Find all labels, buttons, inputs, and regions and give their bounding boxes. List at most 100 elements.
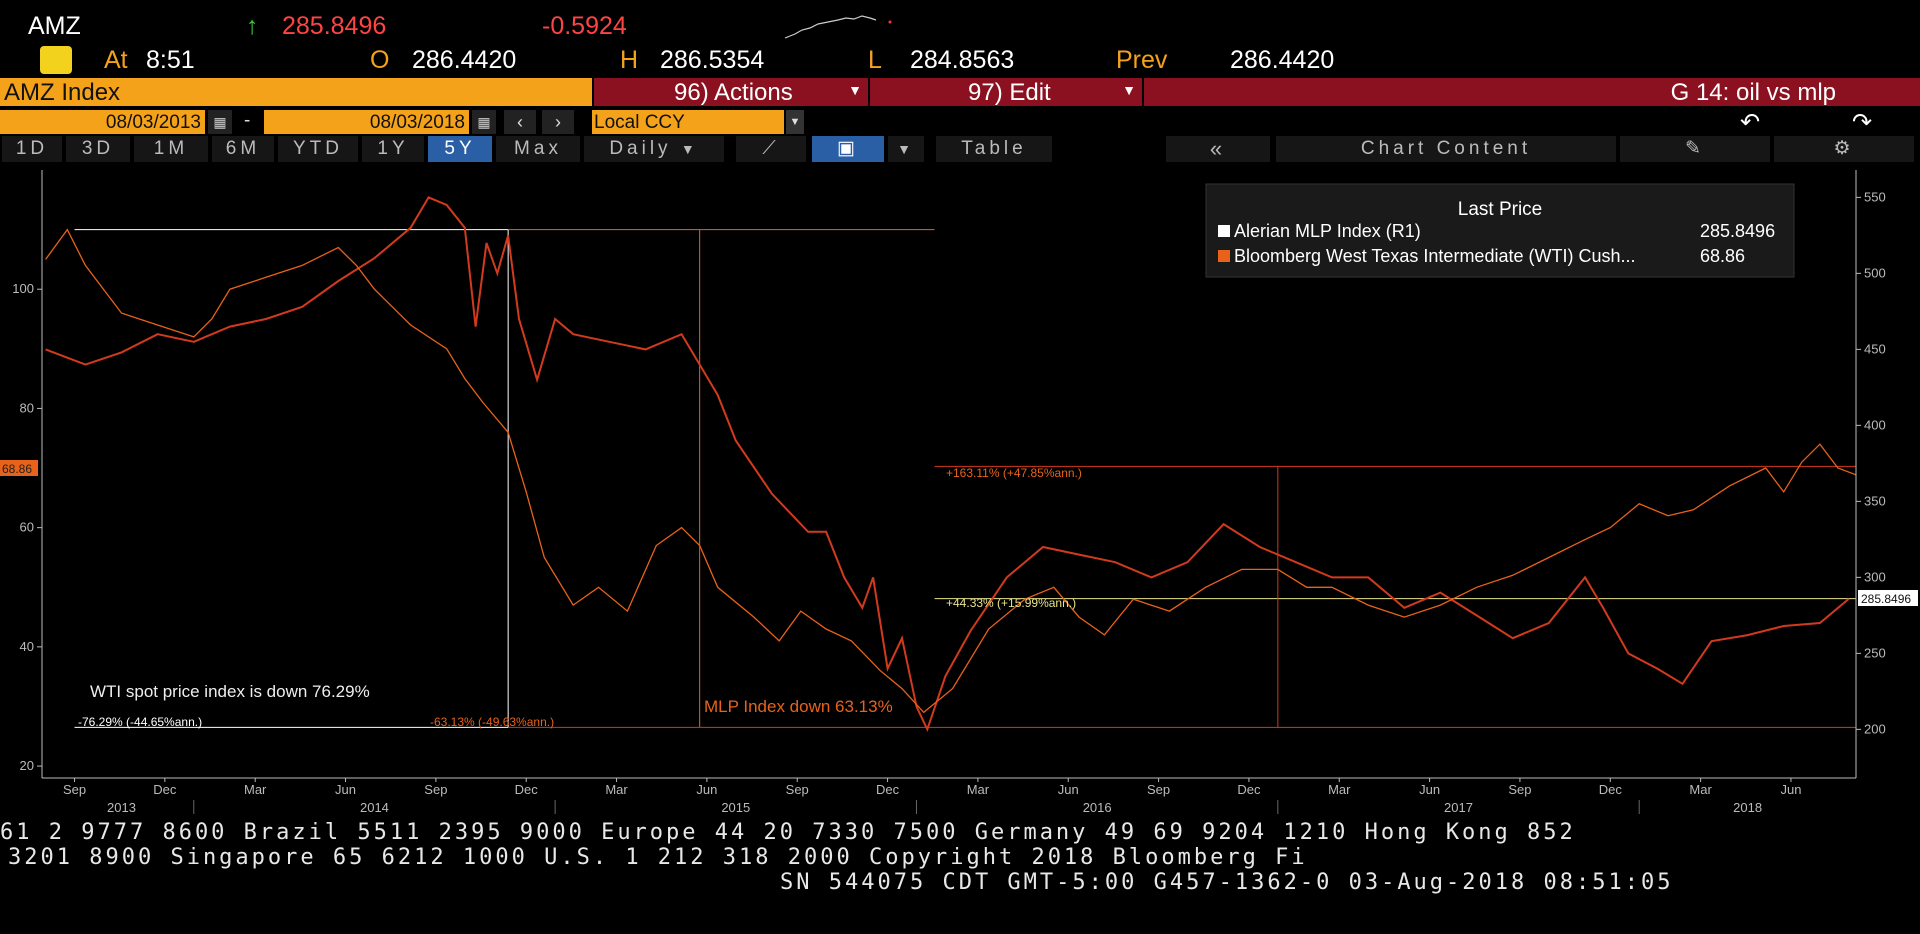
- chevron-down-icon[interactable]: ▼: [786, 110, 804, 134]
- chart-name: G 14: oil vs mlp: [1670, 79, 1836, 106]
- up-arrow-icon: ↑: [246, 12, 259, 40]
- frequency-select[interactable]: Daily ▼: [584, 136, 724, 162]
- collapse-icon[interactable]: «: [1166, 136, 1270, 162]
- period-tab-1y[interactable]: 1Y: [362, 136, 424, 162]
- edit-label: 97) Edit: [968, 79, 1051, 106]
- x-month-label: Sep: [1147, 782, 1170, 797]
- period-tab-6m[interactable]: 6M: [212, 136, 274, 162]
- chevron-down-icon[interactable]: ▼: [888, 136, 924, 162]
- start-date-field[interactable]: 08/03/2013: [0, 110, 205, 134]
- x-month-label: Dec: [876, 782, 900, 797]
- x-month-label: Mar: [1328, 782, 1351, 797]
- redo-icon[interactable]: ↷: [1852, 109, 1873, 136]
- x-month-label: Jun: [696, 782, 717, 797]
- high-value: 286.5354: [660, 46, 765, 74]
- footer-line-3: SN 544075 CDT GMT-5:00 G457-1362-0 03-Au…: [780, 870, 1674, 895]
- gear-icon[interactable]: ⚙: [1774, 136, 1914, 162]
- legend-swatch-wti: [1218, 250, 1230, 262]
- chevron-down-icon: ▼: [848, 82, 862, 98]
- x-year-label: 2016: [1083, 800, 1112, 814]
- x-month-label: Dec: [153, 782, 177, 797]
- legend-value-mlp: 285.8496: [1700, 221, 1775, 241]
- legend-entry-mlp: Alerian MLP Index (R1): [1234, 221, 1421, 241]
- x-month-label: Jun: [1058, 782, 1079, 797]
- chart-area[interactable]: 20 40 60 80 100 200 250 300 350 400 450 500 550 Sep De…: [0, 164, 1920, 814]
- x-month-label: Dec: [1237, 782, 1261, 797]
- table-label: Table: [961, 138, 1027, 159]
- period-tab-1m[interactable]: 1M: [134, 136, 208, 162]
- right-tick-label: 250: [1864, 645, 1886, 660]
- wti-pct-label: -76.29% (-44.65%ann.): [78, 715, 202, 729]
- left-tick-label: 20: [20, 758, 34, 773]
- x-year-label: 2017: [1444, 800, 1473, 814]
- right-tick-label: 300: [1864, 569, 1886, 584]
- left-tick-label: 40: [20, 639, 34, 654]
- next-period-button[interactable]: ›: [542, 110, 574, 134]
- speedometer-icon[interactable]: [40, 46, 72, 74]
- legend-entry-wti: Bloomberg West Texas Intermediate (WTI) …: [1234, 246, 1635, 266]
- x-month-label: Sep: [786, 782, 809, 797]
- x-month-label: Dec: [1599, 782, 1623, 797]
- x-year-label: 2018: [1733, 800, 1762, 814]
- line-chart-icon[interactable]: ⟋: [736, 136, 806, 162]
- left-tick-label: 60: [20, 520, 34, 535]
- right-tick-label: 400: [1864, 417, 1886, 432]
- actions-menu[interactable]: 96) Actions ▼: [594, 78, 868, 106]
- security-name: AMZ Index: [4, 79, 121, 106]
- chevron-down-icon: ▼: [1122, 82, 1136, 98]
- legend-value-wti: 68.86: [1700, 246, 1745, 266]
- wti-last-value: 68.86: [2, 462, 32, 476]
- ticker-symbol: AMZ: [28, 12, 81, 40]
- currency-select[interactable]: Local CCY: [592, 110, 784, 134]
- x-month-label: Mar: [244, 782, 267, 797]
- security-field[interactable]: AMZ Index: [0, 78, 592, 106]
- x-month-label: Mar: [1689, 782, 1712, 797]
- date-dash: -: [244, 110, 251, 131]
- footer-line-2: 3201 8900 Singapore 65 6212 1000 U.S. 1 …: [8, 845, 1308, 870]
- period-tab-ytd[interactable]: YTD: [278, 136, 358, 162]
- x-month-label: Jun: [1780, 782, 1801, 797]
- chevron-down-icon: ▼: [680, 141, 699, 157]
- undo-icon[interactable]: ↶: [1740, 109, 1761, 136]
- edit-menu[interactable]: 97) Edit ▼: [870, 78, 1142, 106]
- net-change: -0.5924: [542, 12, 627, 40]
- up44-label: +44.33% (+15.99%ann.): [946, 596, 1076, 610]
- right-tick-label: 500: [1864, 265, 1886, 280]
- x-month-label: Mar: [967, 782, 990, 797]
- wti-last-tag: [0, 460, 38, 476]
- right-tick-label: 550: [1864, 189, 1886, 204]
- period-tab-5y[interactable]: 5Y: [428, 136, 492, 162]
- period-tab-1d[interactable]: 1D: [2, 136, 62, 162]
- frequency-label: Daily: [609, 138, 672, 159]
- annotate-icon[interactable]: ✎: [1620, 136, 1770, 162]
- table-button[interactable]: Table: [936, 136, 1052, 162]
- period-tab-3d[interactable]: 3D: [66, 136, 130, 162]
- sparkline: [784, 15, 892, 39]
- candle-chart-icon[interactable]: ▣: [812, 136, 884, 162]
- last-price: 285.8496: [282, 12, 387, 40]
- chart-content-button[interactable]: Chart Content: [1276, 136, 1616, 162]
- x-month-label: Sep: [63, 782, 86, 797]
- low-label: L: [868, 46, 882, 74]
- low-value: 284.8563: [910, 46, 1015, 74]
- actions-label: 96) Actions: [674, 79, 793, 106]
- right-tick-label: 350: [1864, 493, 1886, 508]
- left-tick-label: 100: [12, 281, 34, 296]
- x-month-label: Jun: [1419, 782, 1440, 797]
- mlp-last-value: 285.8496: [1861, 592, 1911, 606]
- right-tick-label: 200: [1864, 721, 1886, 736]
- legend-swatch-mlp: [1218, 225, 1230, 237]
- calendar-icon[interactable]: ▦: [472, 110, 496, 134]
- legend-title: Last Price: [1458, 199, 1542, 220]
- footer-line-1: 61 2 9777 8600 Brazil 5511 2395 9000 Eur…: [0, 820, 1576, 845]
- end-date-field[interactable]: 08/03/2018: [264, 110, 469, 134]
- prev-period-button[interactable]: ‹: [504, 110, 536, 134]
- chart-name-bar[interactable]: G 14: oil vs mlp: [1144, 78, 1920, 106]
- x-month-label: Sep: [1508, 782, 1531, 797]
- x-month-label: Jun: [335, 782, 356, 797]
- mlp-annotation: MLP Index down 63.13%: [704, 697, 893, 716]
- period-tab-max[interactable]: Max: [496, 136, 580, 162]
- calendar-icon[interactable]: ▦: [208, 110, 232, 134]
- x-year-label: 2013: [107, 800, 136, 814]
- mlp-last-tag: [1858, 590, 1918, 606]
